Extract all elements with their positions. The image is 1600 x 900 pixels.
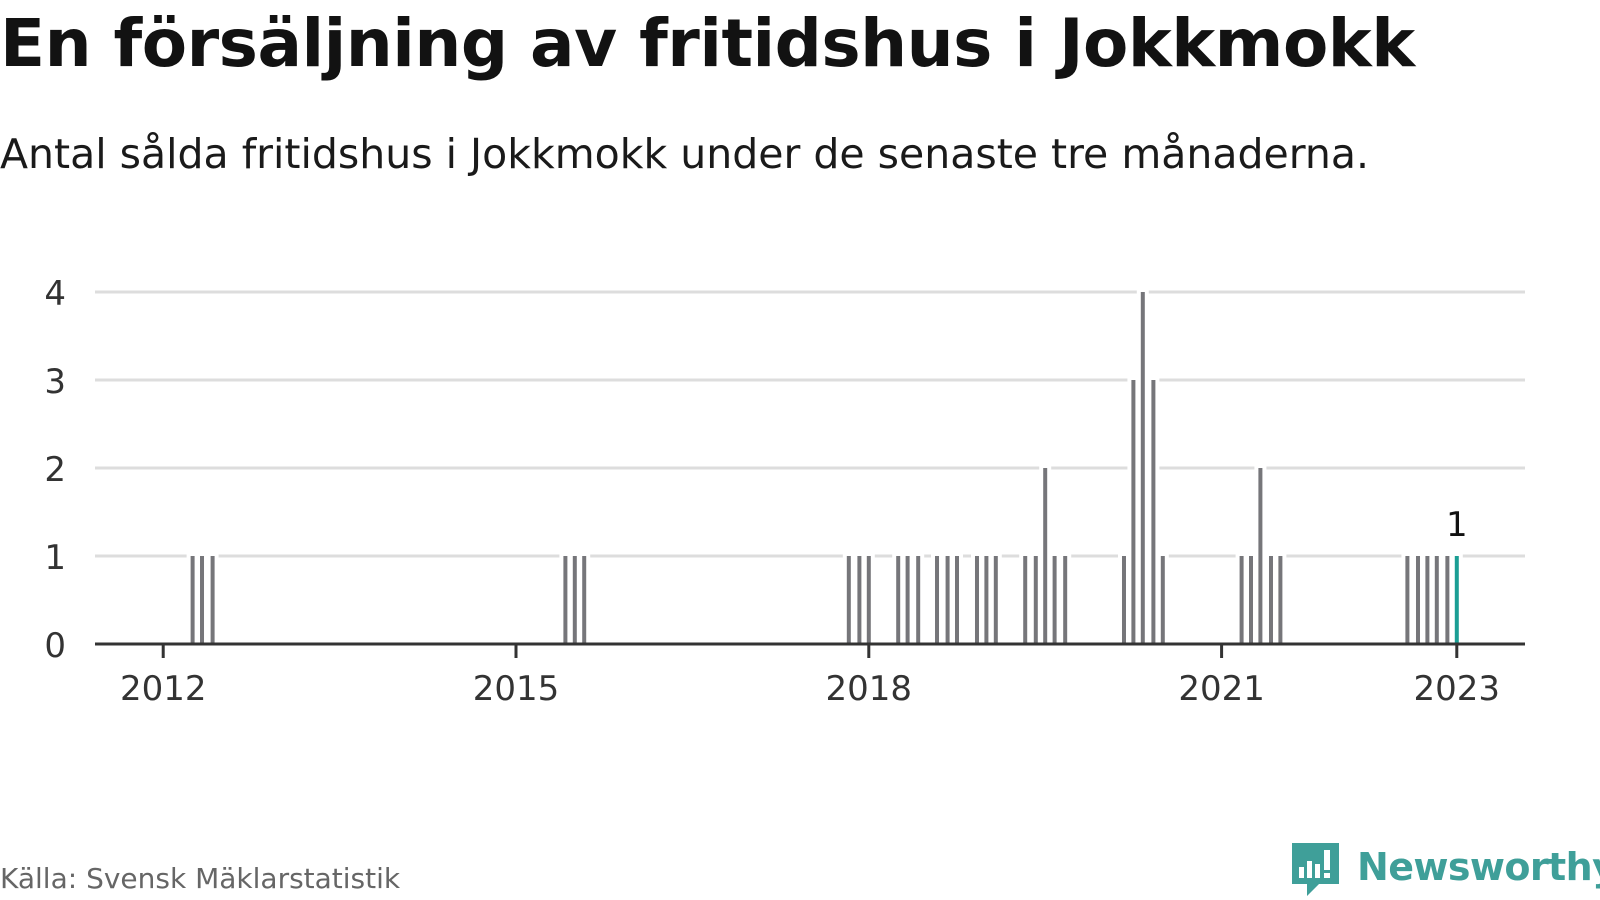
bar <box>1121 556 1126 644</box>
y-tick-label: 0 <box>44 626 66 666</box>
bar <box>955 556 959 644</box>
bar <box>993 556 998 644</box>
bar <box>1278 556 1283 644</box>
bar <box>1151 380 1156 644</box>
bar <box>1160 556 1165 644</box>
bar <box>1445 556 1450 644</box>
bar <box>563 556 568 644</box>
bar <box>1063 556 1068 644</box>
bar <box>916 556 921 644</box>
highlight-value-label: 1 <box>1446 505 1468 545</box>
bar-chart: 0 1 2 3 4 2012 2015 2018 2021 2023 1 <box>44 274 1525 709</box>
bar <box>984 556 989 644</box>
y-tick-label: 3 <box>44 362 66 402</box>
bar <box>1033 556 1038 644</box>
bar <box>1434 556 1439 644</box>
bar <box>210 556 215 644</box>
x-axis-ticks: 2012 2015 2018 2021 2023 <box>120 644 1500 709</box>
bar <box>945 556 950 644</box>
gridlines <box>95 290 1525 558</box>
y-tick-label: 2 <box>44 450 66 490</box>
bar <box>1023 556 1028 644</box>
y-tick-label: 1 <box>44 538 66 578</box>
source-note: Källa: Svensk Mäklarstatistik <box>0 862 401 895</box>
bar <box>857 556 862 644</box>
bar <box>896 556 901 644</box>
bar-highlight <box>1454 556 1459 644</box>
x-tick-label: 2018 <box>826 669 913 709</box>
bar <box>935 556 940 644</box>
bar <box>1043 468 1048 644</box>
bar <box>1415 556 1420 644</box>
bar <box>1140 292 1145 644</box>
bar <box>572 556 577 644</box>
bar <box>1239 556 1244 644</box>
bar <box>846 556 851 644</box>
x-tick-label: 2021 <box>1178 669 1265 709</box>
bar <box>974 556 979 644</box>
x-tick-label: 2015 <box>473 669 560 709</box>
x-tick-label: 2012 <box>120 669 207 709</box>
bar <box>1249 556 1253 644</box>
bar <box>1052 556 1057 644</box>
x-tick-label: 2023 <box>1414 669 1501 709</box>
bar <box>1131 380 1136 644</box>
brand-name[interactable]: Newsworthy <box>1357 845 1600 889</box>
y-tick-label: 4 <box>44 274 66 314</box>
chart-subtitle: Antal sålda fritidshus i Jokkmokk under … <box>0 130 1370 178</box>
bar <box>866 556 871 644</box>
newsworthy-bar-chart-logo-icon <box>1292 843 1339 896</box>
bar <box>582 556 587 644</box>
bar <box>1425 556 1430 644</box>
bar <box>190 556 195 644</box>
chart-title: En försäljning av fritidshus i Jokkmokk <box>0 5 1415 82</box>
y-axis-ticks: 0 1 2 3 4 <box>44 274 66 666</box>
newsworthy-brand[interactable]: Newsworthy <box>1289 838 1600 898</box>
bar <box>1268 556 1273 644</box>
bar <box>1405 556 1410 644</box>
bar <box>1258 468 1263 644</box>
bar <box>200 556 205 644</box>
bars <box>186 290 1463 644</box>
bar <box>905 556 910 644</box>
